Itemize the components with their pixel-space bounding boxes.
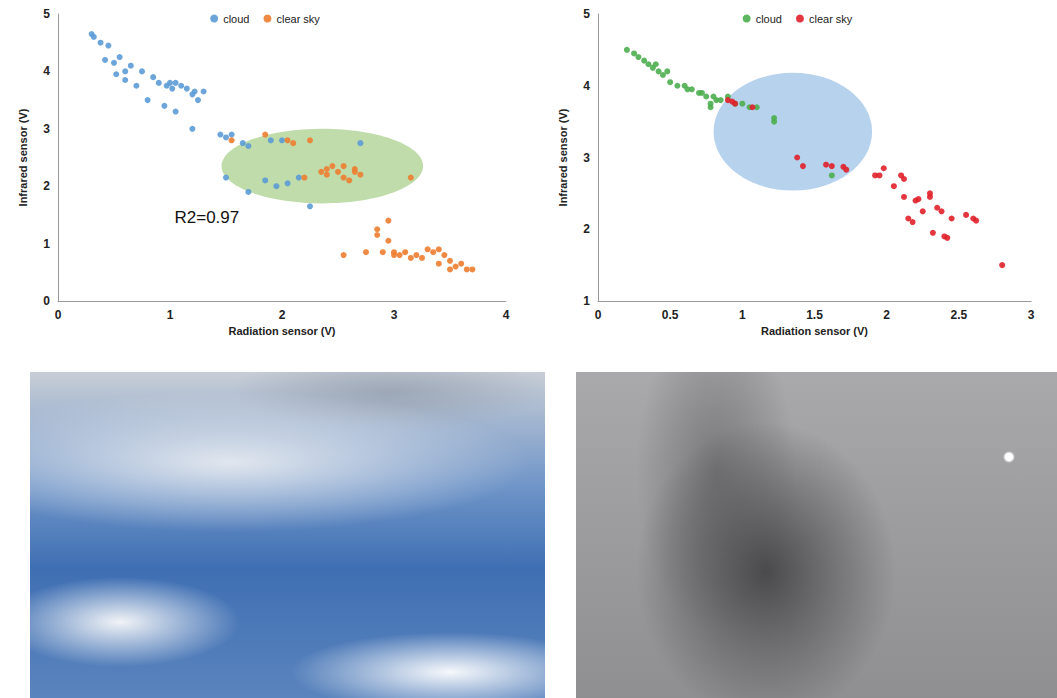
- svg-text:1.5: 1.5: [806, 308, 823, 322]
- svg-text:0: 0: [55, 308, 62, 322]
- svg-text:clear sky: clear sky: [809, 13, 853, 25]
- svg-text:cloud: cloud: [756, 13, 782, 25]
- svg-text:3: 3: [43, 122, 50, 136]
- svg-text:Infrared sensor (V): Infrared sensor (V): [17, 108, 29, 206]
- svg-text:R2=0.97: R2=0.97: [174, 208, 239, 227]
- svg-text:2: 2: [883, 308, 890, 322]
- svg-text:3: 3: [391, 308, 398, 322]
- svg-text:5: 5: [583, 7, 590, 21]
- svg-text:2: 2: [279, 308, 286, 322]
- svg-text:Radiation sensor (V): Radiation sensor (V): [229, 325, 336, 337]
- svg-text:2: 2: [583, 222, 590, 236]
- svg-text:cloud: cloud: [223, 13, 249, 25]
- svg-text:4: 4: [43, 64, 50, 78]
- svg-text:Radiation sensor (V): Radiation sensor (V): [761, 325, 868, 337]
- svg-text:1: 1: [739, 308, 746, 322]
- svg-text:4: 4: [503, 308, 510, 322]
- svg-text:2.5: 2.5: [950, 308, 967, 322]
- svg-text:clear sky: clear sky: [276, 13, 320, 25]
- svg-text:5: 5: [43, 7, 50, 21]
- svg-text:1: 1: [583, 294, 590, 308]
- svg-text:1: 1: [167, 308, 174, 322]
- svg-text:0: 0: [43, 294, 50, 308]
- svg-text:Infrared sensor (V): Infrared sensor (V): [557, 108, 569, 206]
- svg-text:2: 2: [43, 179, 50, 193]
- svg-text:0.5: 0.5: [662, 308, 679, 322]
- svg-text:4: 4: [583, 79, 590, 93]
- svg-text:0: 0: [595, 308, 602, 322]
- svg-text:3: 3: [1028, 308, 1035, 322]
- svg-text:1: 1: [43, 237, 50, 251]
- svg-text:3: 3: [583, 151, 590, 165]
